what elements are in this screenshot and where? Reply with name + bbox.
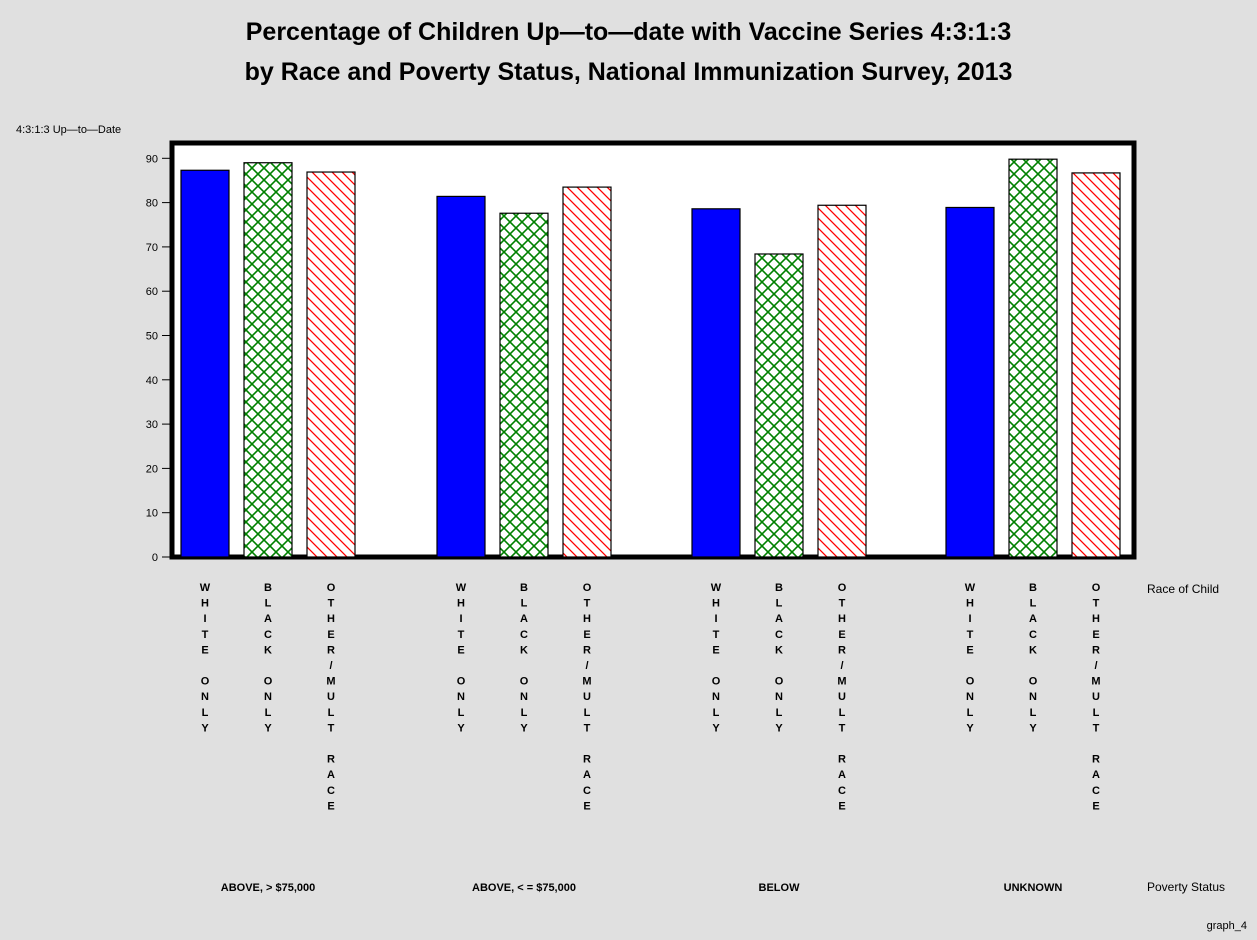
- poverty-group-label: BELOW: [759, 882, 801, 894]
- poverty-group-label: UNKNOWN: [1004, 882, 1063, 894]
- chart-title: Percentage of Children Up—to—date with V…: [245, 18, 1012, 46]
- bar-above-75-000-other-mult-race: [306, 171, 356, 558]
- y-tick-label: 20: [146, 463, 158, 475]
- bar-above-75-000-black-only: [243, 162, 293, 558]
- y-tick-label: 30: [146, 419, 158, 431]
- bar-above-75-000-other-mult-race: [562, 186, 612, 558]
- poverty-group-label: ABOVE, < = $75,000: [472, 882, 576, 894]
- y-tick-label: 90: [146, 153, 158, 165]
- bar-below-black-only: [754, 253, 804, 558]
- bar-below-other-mult-race: [817, 204, 867, 558]
- footnote: graph_4: [1206, 920, 1247, 932]
- x-axis-labels: W H I T E O N L Y B L A C K O N L Y O T H E R / M U L T R A C E ABOVE, >…: [200, 582, 1101, 894]
- bar-unknown-other-mult-race: [1071, 172, 1121, 558]
- y-tick-label: 80: [146, 198, 158, 210]
- y-tick-label: 60: [146, 286, 158, 298]
- race-label: O T H E R / M U L T R A C E: [1091, 582, 1100, 812]
- race-label: O T H E R / M U L T R A C E: [326, 582, 335, 812]
- poverty-axis-label: Poverty Status: [1147, 880, 1226, 894]
- bar-unknown-white-only: [945, 206, 995, 558]
- race-label: O T H E R / M U L T R A C E: [837, 582, 846, 812]
- bar-unknown-black-only: [1008, 158, 1058, 558]
- race-label: O T H E R / M U L T R A C E: [582, 582, 591, 812]
- bar-below-white-only: [691, 208, 741, 558]
- y-tick-label: 40: [146, 375, 158, 387]
- bar-above-75-000-black-only: [499, 212, 549, 558]
- y-tick-label: 70: [146, 242, 158, 254]
- y-tick-label: 50: [146, 331, 158, 343]
- bars: [180, 158, 1121, 558]
- y-tick-label: 0: [152, 552, 158, 564]
- bar-above-75-000-white-only: [180, 169, 230, 558]
- y-axis: 0 10 20 30 40 50 60 70 80 90: [146, 153, 170, 564]
- race-axis-label: Race of Child: [1147, 582, 1220, 596]
- bar-above-75-000-white-only: [436, 195, 486, 558]
- poverty-group-label: ABOVE, > $75,000: [221, 882, 315, 894]
- y-axis-label: 4:3:1:3 Up—to—Date: [16, 124, 122, 136]
- chart-subtitle: by Race and Poverty Status, National Imm…: [244, 58, 1013, 86]
- y-tick-label: 10: [146, 508, 158, 520]
